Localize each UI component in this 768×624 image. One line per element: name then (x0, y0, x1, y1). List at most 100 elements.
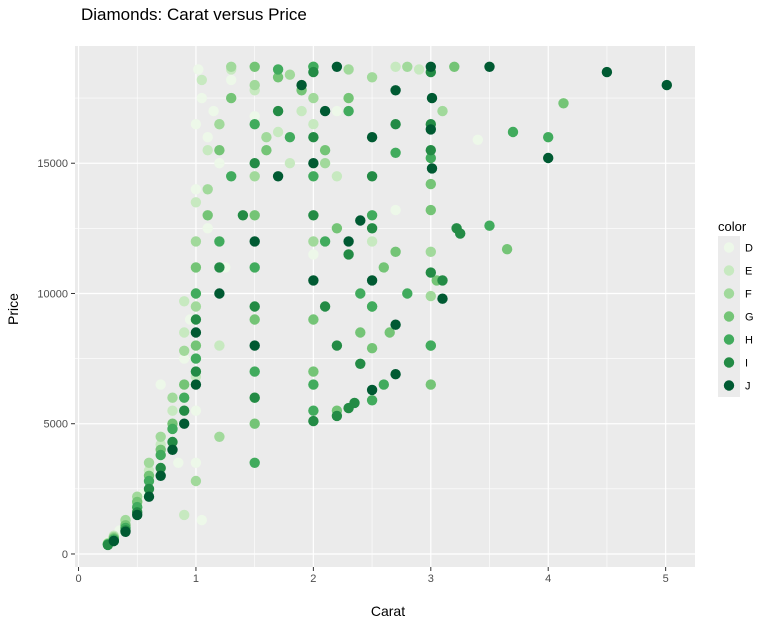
y-axis-title: Price (5, 293, 21, 325)
data-point-J (190, 379, 202, 390)
data-point-E (179, 296, 190, 307)
data-point-G (249, 314, 260, 325)
data-point-E (272, 126, 284, 138)
data-point-J (343, 236, 354, 247)
data-point-I (179, 405, 190, 416)
data-point-F (226, 61, 237, 72)
data-point-G (366, 343, 378, 354)
data-point-I (272, 105, 284, 117)
data-point-F (308, 92, 319, 104)
data-point-D (155, 379, 166, 390)
data-point-G (425, 379, 436, 390)
data-point-J (132, 509, 143, 521)
data-point-H (507, 126, 519, 138)
data-point-F (425, 290, 436, 302)
data-point-I (155, 462, 166, 474)
data-point-G (249, 61, 260, 72)
data-point-F (167, 392, 178, 403)
data-point-J (390, 319, 401, 330)
data-point-H (284, 132, 296, 143)
data-point-J (661, 79, 672, 91)
data-point-J (249, 340, 260, 351)
data-point-D (196, 514, 207, 526)
data-points (102, 61, 672, 551)
data-point-G (449, 61, 460, 72)
data-point-G (384, 327, 395, 338)
data-point-H (378, 379, 389, 390)
data-point-G (331, 223, 343, 234)
data-point-E (366, 236, 378, 247)
data-point-J (214, 288, 225, 299)
data-point-I (308, 132, 319, 143)
data-point-J (296, 79, 307, 91)
data-point-F (190, 236, 202, 247)
data-point-H (190, 353, 202, 364)
data-point-G (214, 145, 225, 156)
data-point-D (208, 105, 219, 117)
data-point-H (179, 392, 190, 403)
data-point-F (190, 301, 202, 312)
data-point-I (366, 171, 378, 182)
data-point-E (284, 158, 296, 169)
data-point-I (455, 228, 466, 239)
data-point-J (484, 61, 495, 72)
data-point-D (193, 64, 204, 75)
data-point-J (179, 418, 190, 429)
data-point-F (261, 132, 272, 143)
data-point-G (272, 72, 284, 83)
data-point-H (425, 152, 436, 164)
data-point-E (413, 64, 425, 75)
data-point-I (167, 436, 178, 448)
x-tick-label: 1 (193, 573, 199, 585)
data-point-J (366, 384, 378, 396)
data-point-F (190, 475, 202, 487)
data-point-I (366, 223, 378, 234)
data-point-H (249, 366, 260, 377)
legend-key-swatch (723, 242, 735, 253)
data-point-H (249, 119, 260, 130)
plot-panel (75, 46, 695, 567)
data-point-J (272, 171, 284, 182)
legend-label: J (745, 381, 751, 393)
legend-label: E (745, 266, 752, 278)
data-point-F (425, 246, 436, 257)
data-point-E (179, 509, 190, 521)
legend-key-swatch (723, 357, 735, 368)
data-point-G (425, 178, 436, 190)
data-point-F (437, 105, 448, 117)
data-point-F (179, 345, 190, 356)
data-point-D (226, 74, 237, 86)
data-point-H (308, 171, 319, 182)
data-point-H (319, 236, 331, 247)
data-point-D (308, 249, 319, 260)
data-point-D (190, 184, 202, 195)
legend-key-swatch (723, 265, 735, 276)
data-point-H (155, 449, 166, 461)
data-point-G (390, 246, 401, 257)
x-tick-label: 2 (310, 573, 316, 585)
data-point-F (343, 64, 354, 75)
data-point-I (425, 145, 436, 156)
data-point-E (179, 327, 190, 338)
data-point-F (319, 158, 331, 169)
legend-key-swatch (723, 334, 735, 345)
data-point-G (425, 204, 436, 216)
data-point-J (390, 85, 401, 96)
data-point-E (308, 119, 319, 130)
data-point-H (249, 262, 260, 273)
data-point-H (167, 423, 178, 435)
data-point-H (308, 379, 319, 390)
data-point-H (390, 147, 401, 158)
data-point-G (308, 366, 319, 377)
data-point-H (366, 210, 378, 221)
data-point-G (261, 145, 272, 156)
data-point-G (378, 262, 389, 273)
data-point-I (249, 392, 260, 403)
data-point-D (331, 105, 343, 117)
data-point-J (601, 66, 613, 78)
data-point-G (308, 314, 319, 325)
data-point-J (437, 293, 448, 304)
data-point-G (501, 244, 513, 255)
data-point-H (402, 288, 413, 299)
data-point-E (296, 105, 307, 117)
